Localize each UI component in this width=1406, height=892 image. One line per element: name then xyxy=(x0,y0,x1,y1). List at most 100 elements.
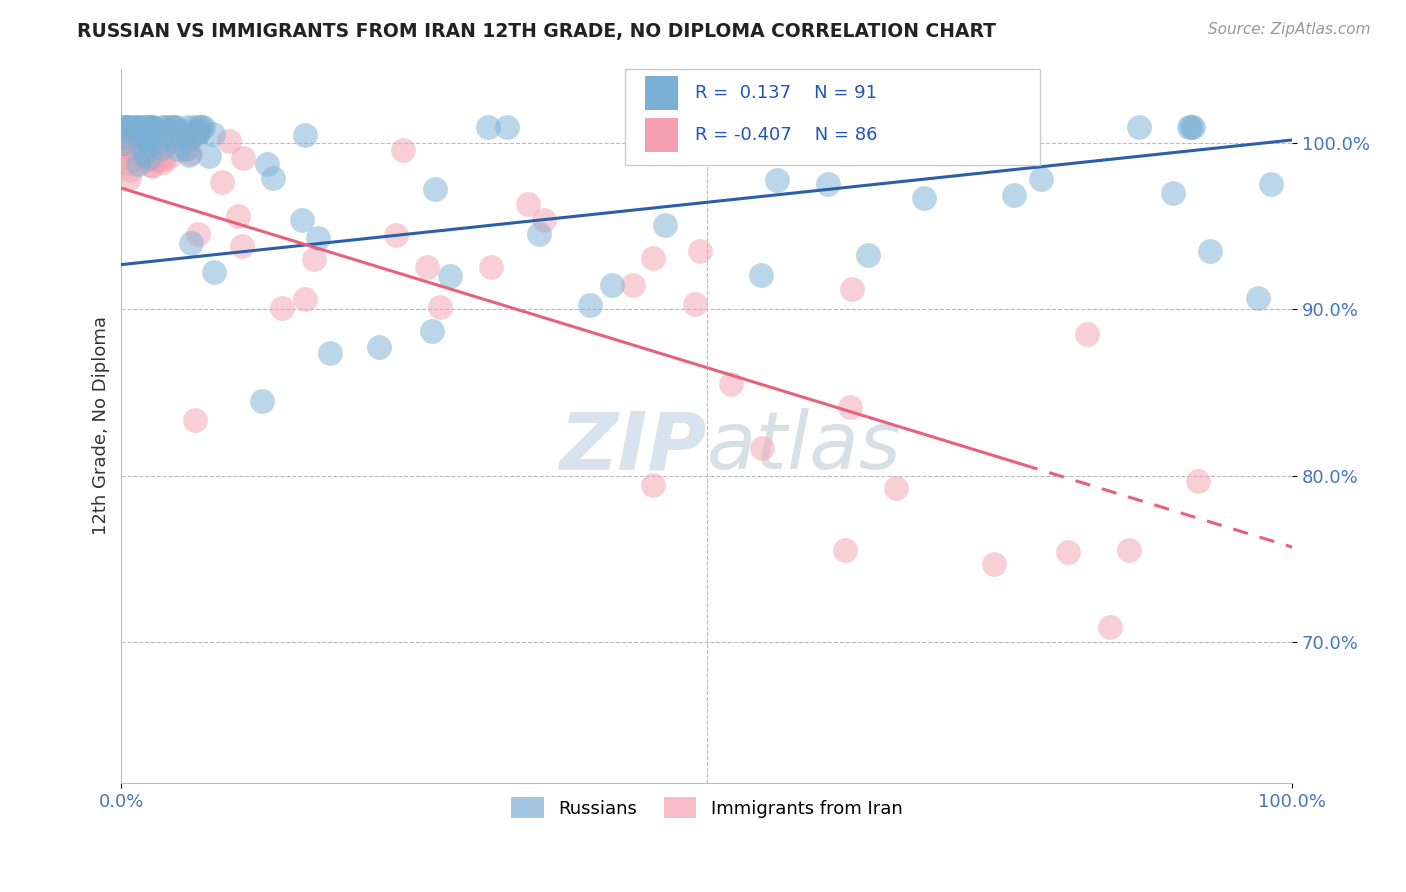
Point xyxy=(145,132,167,146)
Point xyxy=(132,145,155,160)
Text: R =  0.137    N = 91: R = 0.137 N = 91 xyxy=(695,85,877,103)
Point xyxy=(250,394,273,409)
Point xyxy=(127,120,149,134)
Point xyxy=(179,131,201,145)
Point xyxy=(121,133,143,147)
Point xyxy=(439,269,461,284)
Point xyxy=(129,147,152,161)
Point xyxy=(307,231,329,245)
Point xyxy=(138,120,160,134)
Point xyxy=(392,143,415,157)
Point xyxy=(174,142,197,156)
Point xyxy=(118,170,141,185)
Point xyxy=(115,123,138,137)
Point xyxy=(150,153,173,167)
Point xyxy=(884,481,907,495)
FancyBboxPatch shape xyxy=(624,69,1040,165)
Point xyxy=(1182,120,1205,134)
Point xyxy=(122,135,145,149)
Point xyxy=(121,124,143,138)
Point xyxy=(127,157,149,171)
Point xyxy=(385,227,408,242)
Point xyxy=(145,153,167,167)
Point xyxy=(148,127,170,141)
Point xyxy=(110,149,132,163)
Point xyxy=(114,129,136,144)
Point xyxy=(517,196,540,211)
Point xyxy=(1260,178,1282,192)
Point xyxy=(159,149,181,163)
Y-axis label: 12th Grade, No Diploma: 12th Grade, No Diploma xyxy=(93,317,110,535)
Point xyxy=(621,278,644,293)
Point xyxy=(139,151,162,165)
Point xyxy=(136,135,159,149)
Point xyxy=(1128,120,1150,134)
Point xyxy=(128,123,150,137)
Point xyxy=(152,154,174,169)
Point xyxy=(120,140,142,154)
Point xyxy=(125,120,148,134)
Point xyxy=(162,120,184,134)
Bar xyxy=(645,76,678,111)
Point xyxy=(1118,542,1140,557)
Point xyxy=(153,127,176,141)
Legend: Russians, Immigrants from Iran: Russians, Immigrants from Iran xyxy=(503,790,910,825)
Point xyxy=(131,146,153,161)
Point xyxy=(120,135,142,149)
Point xyxy=(187,124,209,138)
Point xyxy=(201,127,224,141)
Point xyxy=(143,121,166,136)
Point xyxy=(1247,291,1270,305)
Point xyxy=(190,120,212,134)
Point xyxy=(188,120,211,134)
Point xyxy=(125,129,148,144)
Point xyxy=(131,145,153,159)
Point xyxy=(751,441,773,455)
Point xyxy=(157,120,180,134)
Point xyxy=(120,129,142,144)
Point xyxy=(367,340,389,354)
Point xyxy=(125,135,148,149)
Point xyxy=(1076,326,1098,341)
Point xyxy=(138,151,160,165)
Point xyxy=(1029,172,1052,186)
Point xyxy=(114,120,136,134)
Point xyxy=(856,248,879,262)
Point xyxy=(120,120,142,134)
Point xyxy=(117,135,139,149)
Point xyxy=(118,141,141,155)
Point xyxy=(177,148,200,162)
Point xyxy=(135,131,157,145)
Point xyxy=(496,120,519,134)
Point xyxy=(132,120,155,134)
Point xyxy=(112,128,135,143)
Point xyxy=(118,134,141,148)
Point xyxy=(211,175,233,189)
Point xyxy=(180,235,202,250)
Point xyxy=(117,156,139,170)
Point xyxy=(125,134,148,148)
Point xyxy=(150,141,173,155)
Point xyxy=(218,134,240,148)
Point xyxy=(477,120,499,134)
Point xyxy=(291,212,314,227)
Point xyxy=(149,134,172,148)
Point xyxy=(142,141,165,155)
Point xyxy=(720,376,742,391)
Point xyxy=(132,141,155,155)
Point xyxy=(153,120,176,134)
Point xyxy=(256,157,278,171)
Point xyxy=(125,126,148,140)
Point xyxy=(162,134,184,148)
Point xyxy=(125,145,148,159)
Point xyxy=(420,324,443,338)
Point xyxy=(141,120,163,134)
Point xyxy=(186,128,208,143)
Point xyxy=(162,120,184,134)
Point xyxy=(114,132,136,146)
Point xyxy=(198,149,221,163)
Point xyxy=(141,158,163,172)
Point xyxy=(166,125,188,139)
Point xyxy=(423,182,446,196)
Point xyxy=(117,139,139,153)
